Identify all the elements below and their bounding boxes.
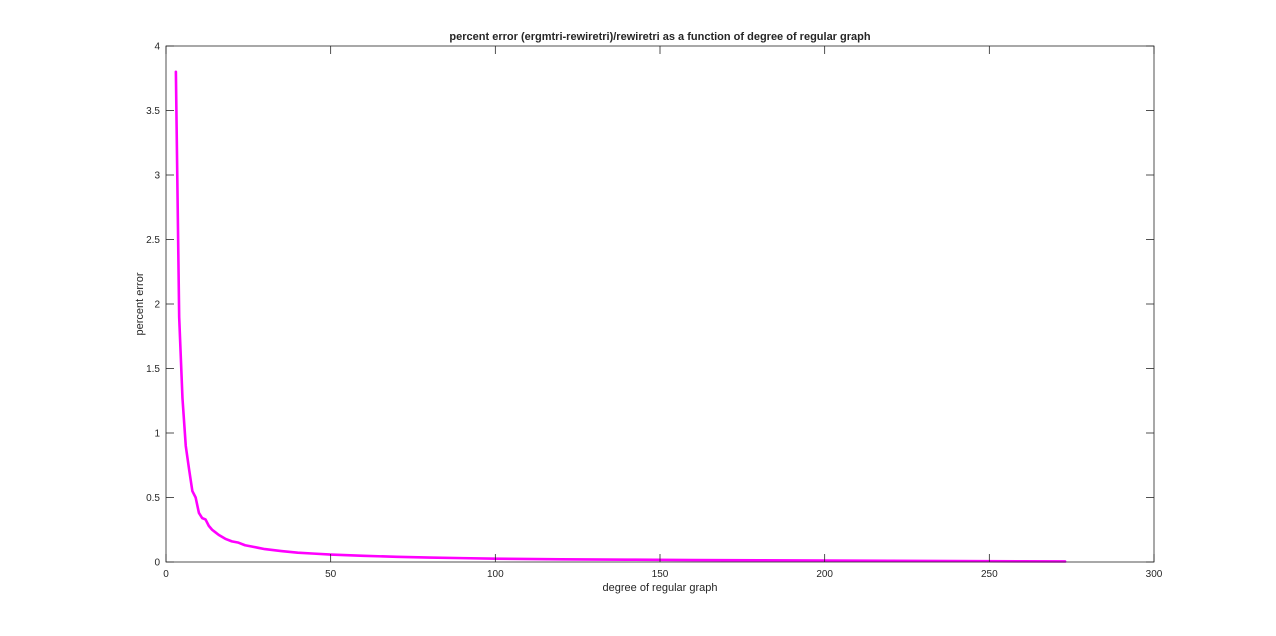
x-tick-label: 250 [981, 569, 998, 580]
y-axis-label: percent error [134, 272, 146, 335]
y-tick-label: 0.5 [146, 493, 160, 504]
plot-area [166, 46, 1154, 562]
y-tick-label: 3 [154, 171, 160, 182]
x-tick-label: 50 [325, 569, 337, 580]
x-tick-label: 0 [163, 569, 169, 580]
x-tick-label: 200 [816, 569, 833, 580]
series-line [174, 70, 1067, 563]
y-tick-label: 2.5 [146, 235, 160, 246]
chart-title: percent error (ergmtri-rewiretri)/rewire… [449, 31, 870, 43]
x-tick-label: 100 [487, 569, 504, 580]
x-tick-label: 150 [652, 569, 669, 580]
y-tick-label: 0 [154, 558, 160, 569]
series-layer [174, 70, 1067, 563]
ticks-layer: 0 50 100 150 200 250 300 0 0.5 1 1.5 2 2.5 3 3.5 4 [146, 42, 1163, 581]
x-axis-label: degree of regular graph [603, 582, 718, 594]
y-tick-label: 4 [154, 42, 160, 53]
y-tick-label: 3.5 [146, 106, 160, 117]
y-tick-label: 1.5 [146, 364, 160, 375]
y-tick-label: 2 [154, 300, 160, 311]
y-tick-label: 1 [154, 429, 160, 440]
x-tick-label: 300 [1146, 569, 1163, 580]
